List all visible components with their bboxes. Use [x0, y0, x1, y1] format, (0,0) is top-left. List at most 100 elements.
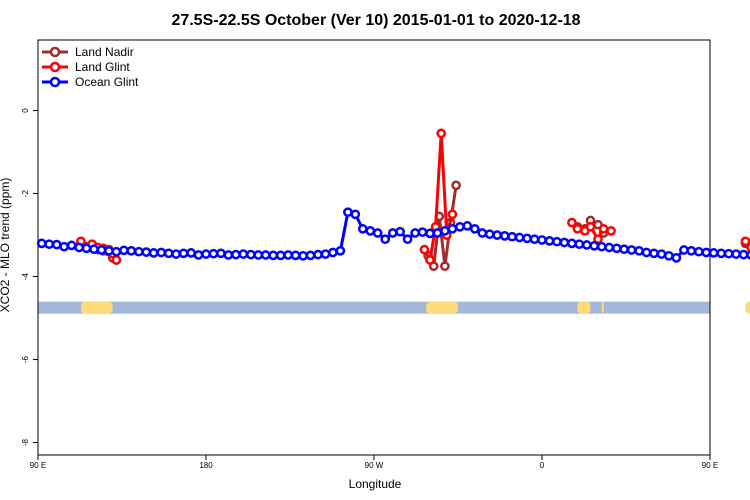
- data-point: [328, 247, 338, 258]
- y-tick-label: -2: [21, 189, 30, 197]
- data-point: [611, 243, 622, 254]
- data-point: [447, 223, 458, 234]
- data-point: [746, 242, 750, 253]
- data-point: [163, 248, 174, 259]
- data-point: [529, 234, 540, 245]
- data-point: [477, 228, 488, 238]
- series-land-glint: [76, 128, 750, 265]
- data-point: [604, 242, 615, 253]
- data-point: [419, 244, 430, 255]
- y-tick-label: 0: [21, 108, 30, 113]
- data-point: [51, 239, 62, 250]
- y-tick-label: -8: [21, 438, 30, 446]
- data-point: [372, 228, 383, 238]
- y-axis: 0 -2 -4 -6 -8: [21, 108, 38, 446]
- x-tick-label: 90 E: [30, 461, 46, 470]
- series-ocean-glint: [36, 207, 750, 263]
- y-tick-label: -6: [21, 355, 30, 363]
- data-point: [522, 233, 532, 244]
- data-point: [634, 245, 644, 256]
- data-point: [514, 232, 525, 243]
- land-region: [745, 301, 750, 314]
- data-point: [417, 227, 428, 237]
- data-point: [313, 249, 323, 260]
- y-axis-label: XCO2 - MLO trend (ppm): [0, 178, 12, 313]
- data-point: [186, 248, 196, 258]
- data-point: [664, 250, 674, 261]
- x-tick-label: 0: [540, 461, 545, 470]
- data-point: [268, 250, 279, 261]
- data-point: [626, 245, 637, 255]
- data-point: [619, 244, 629, 255]
- data-point: [589, 240, 600, 251]
- data-point: [171, 249, 181, 259]
- data-point: [365, 226, 376, 236]
- data-point: [455, 221, 465, 232]
- data-point: [402, 234, 413, 245]
- legend-label: Land Nadir: [75, 45, 134, 59]
- data-point: [245, 249, 256, 260]
- data-point: [440, 261, 450, 272]
- data-point: [436, 128, 447, 139]
- data-point: [499, 231, 510, 241]
- data-point: [74, 242, 84, 253]
- data-point: [96, 245, 107, 255]
- land-ocean-band: [38, 301, 750, 314]
- data-point: [649, 248, 659, 259]
- series-layer: [36, 128, 750, 272]
- data-point: [66, 240, 77, 251]
- legend-label: Ocean Glint: [75, 75, 139, 89]
- data-point: [201, 249, 211, 259]
- data-point: [141, 247, 152, 257]
- data-point: [606, 226, 616, 236]
- data-point: [343, 207, 353, 218]
- x-tick-label: 90 E: [702, 461, 718, 470]
- data-point: [89, 244, 99, 255]
- data-point: [537, 235, 547, 245]
- data-point: [298, 250, 308, 261]
- data-point: [357, 223, 368, 234]
- data-point: [716, 248, 727, 259]
- data-point: [596, 241, 607, 252]
- data-point: [544, 236, 555, 246]
- x-axis-label: Longitude: [349, 477, 402, 491]
- data-point: [223, 250, 234, 260]
- land-region: [426, 301, 458, 314]
- data-point: [693, 246, 704, 257]
- data-point: [178, 248, 189, 259]
- data-point: [238, 249, 249, 259]
- data-point: [275, 250, 286, 261]
- data-point: [253, 250, 264, 260]
- legend-item: Land Glint: [42, 60, 130, 74]
- data-point: [305, 250, 316, 261]
- data-point: [410, 228, 420, 238]
- data-point: [701, 247, 712, 258]
- data-point: [432, 228, 443, 238]
- data-point: [156, 247, 167, 258]
- land-region: [80, 301, 113, 314]
- data-point: [740, 236, 750, 247]
- data-point: [671, 253, 682, 263]
- data-point: [598, 223, 609, 234]
- data-point: [425, 228, 435, 239]
- data-point: [552, 236, 562, 247]
- x-tick-label: 180: [199, 461, 213, 470]
- data-point: [208, 248, 219, 259]
- data-point: [104, 245, 114, 256]
- data-point: [36, 238, 47, 249]
- ocean-band: [38, 301, 710, 314]
- data-point: [708, 248, 719, 258]
- data-point: [507, 231, 517, 242]
- data-point: [283, 250, 293, 260]
- data-point: [559, 237, 570, 248]
- data-point: [320, 249, 331, 259]
- data-point: [380, 234, 391, 245]
- legend-marker: [49, 76, 61, 88]
- data-point: [193, 250, 204, 260]
- data-point: [425, 255, 435, 265]
- data-point: [738, 249, 749, 260]
- data-point: [81, 243, 92, 254]
- land-region: [577, 301, 591, 314]
